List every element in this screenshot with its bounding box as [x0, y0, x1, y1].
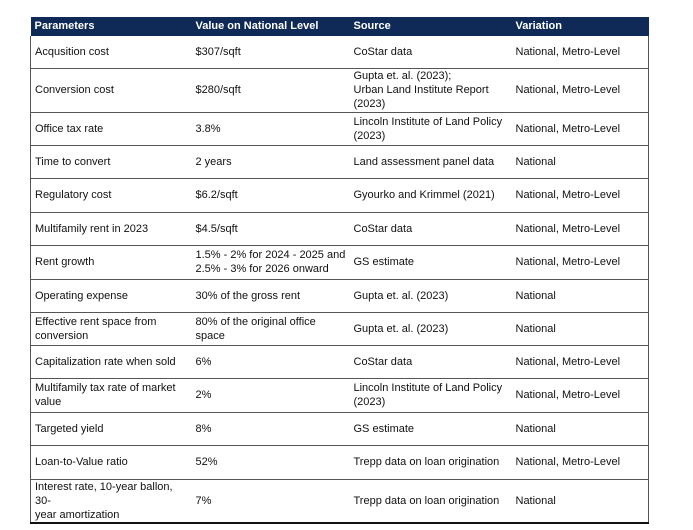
table-row: Office tax rate 3.8% Lincoln Institute o…: [30, 112, 649, 146]
table-row: Multifamily tax rate of market value 2% …: [30, 378, 649, 413]
cell-value: 2 years: [191, 145, 350, 179]
cell-variation: National, Metro-Level: [511, 36, 649, 69]
cell-parameter: Loan-to-Value ratio: [30, 445, 192, 480]
cell-variation: National: [511, 279, 649, 313]
cell-parameter: Multifamily tax rate of market value: [30, 378, 192, 413]
header-parameters: Parameters: [34, 20, 95, 32]
cell-variation: National, Metro-Level: [511, 378, 649, 413]
table-header-row: Parameters Value on National Level Sourc…: [30, 17, 649, 36]
table-row: Multifamily rent in 2023 $4.5/sqft CoSta…: [30, 212, 649, 246]
table-row: Targeted yield 8% GS estimate National: [30, 412, 649, 446]
table-row: Acqusition cost $307/sqft CoStar data Na…: [30, 36, 649, 69]
cell-value: 8%: [191, 412, 350, 446]
cell-source: Land assessment panel data: [349, 145, 512, 179]
cell-variation: National: [511, 312, 649, 346]
cell-value: $280/sqft: [191, 68, 350, 113]
header-value-national: Value on National Level: [195, 20, 319, 32]
cell-value: $307/sqft: [191, 36, 350, 69]
cell-value: 80% of the original office space: [191, 312, 350, 346]
cell-source: GS estimate: [349, 245, 512, 280]
table-row: Interest rate, 10-year ballon, 30- year …: [30, 479, 649, 524]
cell-source: Gupta et. al. (2023): [349, 312, 512, 346]
cell-variation: National, Metro-Level: [511, 112, 649, 146]
cell-variation: National, Metro-Level: [511, 178, 649, 213]
table-row: Conversion cost $280/sqft Gupta et. al. …: [30, 68, 649, 113]
cell-variation: National, Metro-Level: [511, 445, 649, 480]
cell-source: GS estimate: [349, 412, 512, 446]
cell-source: Gupta et. al. (2023): [349, 279, 512, 313]
table-row: Rent growth 1.5% - 2% for 2024 - 2025 an…: [30, 245, 649, 280]
cell-parameter: Rent growth: [30, 245, 192, 280]
cell-value: 30% of the gross rent: [191, 279, 350, 313]
cell-source: Lincoln Institute of Land Policy (2023): [349, 378, 512, 413]
cell-parameter: Regulatory cost: [30, 178, 192, 213]
cell-source: CoStar data: [349, 212, 512, 246]
cell-value: 52%: [191, 445, 350, 480]
cell-variation: National: [511, 479, 649, 524]
table-row: Effective rent space from conversion 80%…: [30, 312, 649, 346]
cell-value: 6%: [191, 345, 350, 379]
cell-source: Gupta et. al. (2023); Urban Land Institu…: [349, 68, 512, 113]
cell-value: $4.5/sqft: [191, 212, 350, 246]
table-row: Operating expense 30% of the gross rent …: [30, 279, 649, 313]
cell-parameter: Targeted yield: [30, 412, 192, 446]
cell-source: Gyourko and Krimmel (2021): [349, 178, 512, 213]
cell-value: 1.5% - 2% for 2024 - 2025 and 2.5% - 3% …: [191, 245, 350, 280]
cell-variation: National, Metro-Level: [511, 345, 649, 379]
cell-parameter: Capitalization rate when sold: [30, 345, 192, 379]
cell-parameter: Time to convert: [30, 145, 192, 179]
header-source: Source: [353, 20, 391, 32]
cell-variation: National, Metro-Level: [511, 212, 649, 246]
table-row: Time to convert 2 years Land assessment …: [30, 145, 649, 179]
cell-parameter: Interest rate, 10-year ballon, 30- year …: [30, 479, 192, 524]
cell-source: CoStar data: [349, 345, 512, 379]
table-row: Loan-to-Value ratio 52% Trepp data on lo…: [30, 445, 649, 480]
cell-value: 7%: [191, 479, 350, 524]
cell-parameter: Acqusition cost: [30, 36, 192, 69]
cell-parameter: Multifamily rent in 2023: [30, 212, 192, 246]
cell-value: $6.2/sqft: [191, 178, 350, 213]
cell-value: 2%: [191, 378, 350, 413]
header-variation: Variation: [515, 20, 562, 32]
cell-source: CoStar data: [349, 36, 512, 69]
cell-parameter: Office tax rate: [30, 112, 192, 146]
table-row: Capitalization rate when sold 6% CoStar …: [30, 345, 649, 379]
parameters-table: Parameters Value on National Level Sourc…: [30, 17, 649, 524]
cell-source: Lincoln Institute of Land Policy (2023): [349, 112, 512, 146]
cell-value: 3.8%: [191, 112, 350, 146]
cell-source: Trepp data on loan origination: [349, 445, 512, 480]
cell-parameter: Effective rent space from conversion: [30, 312, 192, 346]
cell-variation: National, Metro-Level: [511, 245, 649, 280]
cell-parameter: Operating expense: [30, 279, 192, 313]
cell-variation: National: [511, 145, 649, 179]
cell-variation: National: [511, 412, 649, 446]
cell-source: Trepp data on loan origination: [349, 479, 512, 524]
cell-parameter: Conversion cost: [30, 68, 192, 113]
table-row: Regulatory cost $6.2/sqft Gyourko and Kr…: [30, 178, 649, 213]
parameters-table-container: Parameters Value on National Level Sourc…: [30, 17, 649, 524]
cell-variation: National, Metro-Level: [511, 68, 649, 113]
